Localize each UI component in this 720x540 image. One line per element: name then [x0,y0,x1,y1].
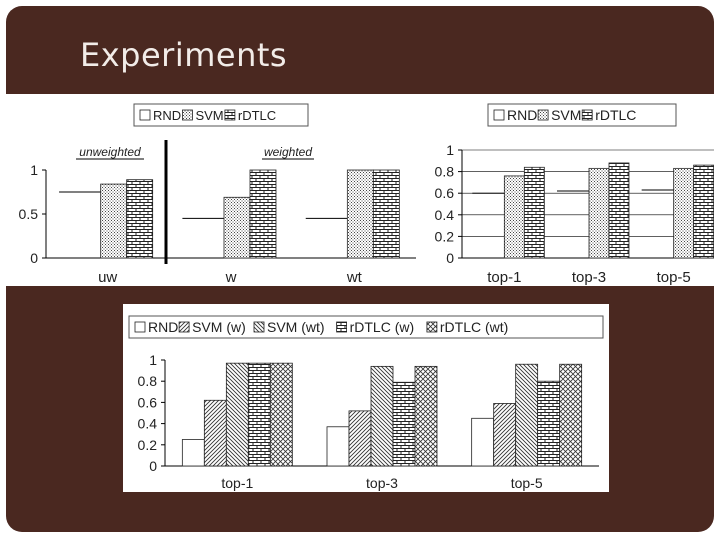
y-tick-label: 0.8 [435,164,455,180]
bar-rdtlc [523,166,545,259]
bar-svm [588,167,610,259]
y-tick-label: 0 [30,250,38,266]
bar-rdtlc-w- [392,381,416,467]
category-label: top-1 [487,269,521,286]
bar-rdtlc-wt- [414,365,438,467]
y-tick-label: 1 [30,162,38,178]
legend-swatch [134,321,146,333]
category-label: top-5 [657,269,691,286]
y-tick-label: 1 [446,142,454,158]
legend-swatch [253,321,265,333]
legend-label: RND [153,108,181,123]
category-label: top-3 [366,475,398,491]
chart-top-k-five-series: 0 0.2 0.4 0.6 0.8 1 top-1 top-3 top-5 RND SVM (w) S… [128,315,604,491]
top-charts-panel: 0 0.5 1 uw w wt RND SVM rDTLC unweighted weighted … [6,94,714,286]
slide-title: Experiments [80,36,288,74]
bar-rnd [326,426,350,467]
legend-swatch [336,321,348,333]
category-label: wt [346,269,363,286]
y-tick-label: 0.2 [435,228,455,244]
legend-label: RND [148,319,178,335]
bar-svm [503,175,525,259]
legend-swatch [224,109,236,121]
slide-frame: Experiments 0 0.5 1 uw w wt RND SVM rDTLC unweigh… [6,6,714,532]
legend-label: SVM [551,107,581,123]
y-tick-label: 0.4 [435,207,455,223]
y-tick-label: 0.6 [435,185,455,201]
legend-swatch [426,321,438,333]
legend-label: SVM (w) [192,319,246,335]
bar-rnd [181,439,205,467]
bar-svm-wt- [515,363,539,467]
legend-label: rDTLC (wt) [440,319,508,335]
category-label: w [225,269,237,286]
bar-rdtlc [608,162,630,259]
chart-top-k: 0 0.2 0.4 0.6 0.8 1 top-1 top-3 top-5 RND SVM rDTLC [435,103,714,286]
legend-swatch [493,109,505,121]
bar-svm-w- [493,403,517,467]
bar-rdtlc [249,169,277,259]
bar-rdtlc-w- [537,380,561,467]
bottom-chart-panel: 0 0.2 0.4 0.6 0.8 1 top-1 top-3 top-5 RND SVM (w) S… [123,304,609,492]
legend-swatch [182,109,193,121]
legend-label: rDTLC [595,107,636,123]
legend-label: rDTLC [238,108,276,123]
y-tick-label: 0.4 [138,416,158,432]
bar-rdtlc [693,164,714,259]
group-label-unweighted: unweighted [79,145,141,159]
y-tick-label: 1 [149,352,157,368]
bar-rdtlc-wt- [559,363,583,467]
legend-box [128,315,604,339]
y-tick-label: 0 [149,458,157,474]
bar-rnd [471,417,495,467]
category-label: top-5 [511,475,543,491]
bar-svm-w- [203,399,227,467]
category-label: uw [98,269,117,286]
bar-rdtlc-wt- [269,362,293,467]
bar-rdtlc [372,169,400,259]
y-tick-label: 0.6 [138,394,158,410]
y-tick-label: 0.5 [19,206,39,222]
legend-label: SVM [195,108,223,123]
bar-rdtlc [126,179,154,259]
bar-svm-w- [348,410,372,467]
bar-svm [100,183,128,259]
legend-label: RND [507,107,537,123]
legend-swatch [537,109,549,121]
category-label: top-3 [572,269,606,286]
bar-svm-wt- [225,362,249,467]
bar-svm [673,167,695,259]
legend-label: SVM (wt) [267,319,325,335]
bar-rdtlc-w- [247,362,271,467]
y-tick-label: 0 [446,250,454,266]
legend-swatch [139,109,151,121]
legend-box [133,103,309,127]
group-label-weighted: weighted [264,145,312,159]
bar-svm [223,196,251,259]
y-tick-label: 0.8 [138,373,158,389]
legend-label: rDTLC (w) [350,319,415,335]
legend-swatch [581,109,593,121]
bar-svm [346,169,374,259]
legend-swatch [178,321,190,333]
chart-uw-w-wt: 0 0.5 1 uw w wt RND SVM rDTLC unweighted weighted [19,103,416,286]
category-label: top-1 [221,475,253,491]
bar-svm-wt- [370,365,394,467]
y-tick-label: 0.2 [138,437,158,453]
